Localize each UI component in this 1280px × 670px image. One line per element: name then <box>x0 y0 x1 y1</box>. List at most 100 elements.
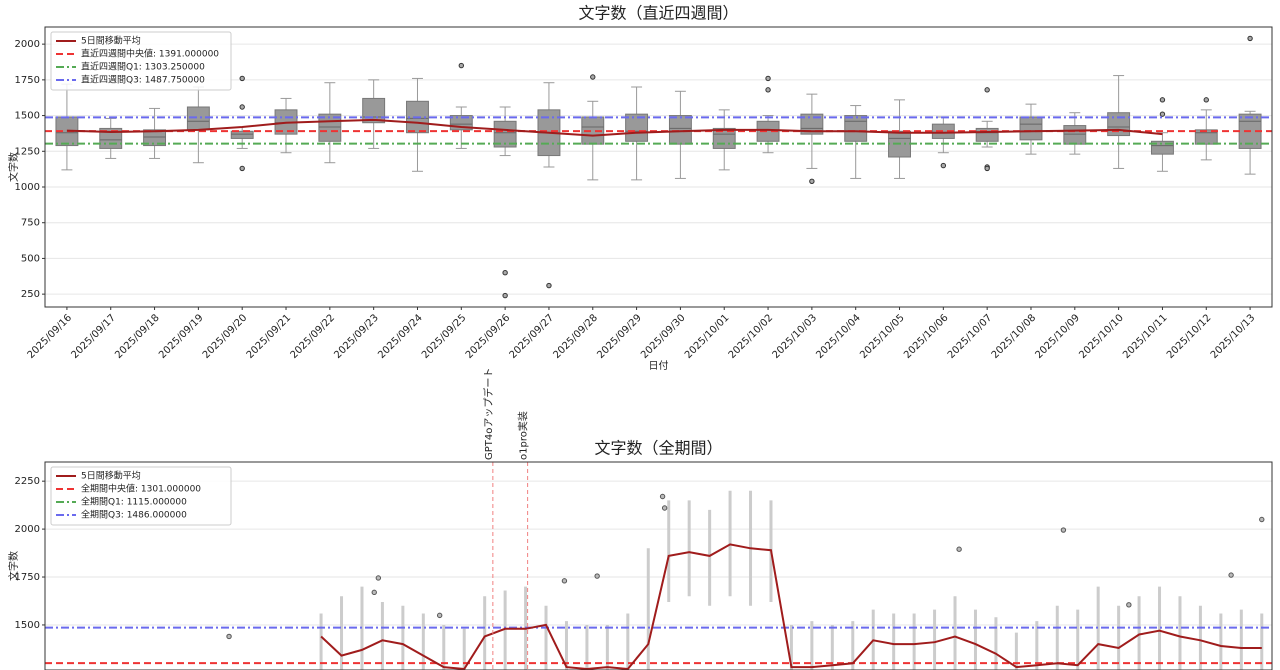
x-tick-label: 2025/09/22 <box>289 312 338 361</box>
flier <box>984 165 990 172</box>
y-tick-label: 2000 <box>15 524 40 535</box>
x-tick-label: 2025/09/29 <box>595 312 644 361</box>
legend-label: 直近四週間中央値: 1391.000000 <box>81 48 219 60</box>
flier <box>984 87 990 93</box>
x-tick-label: 2025/09/28 <box>551 312 600 361</box>
chart-title: 文字数（直近四週間） <box>578 4 738 23</box>
x-tick-label: 2025/10/02 <box>727 312 776 361</box>
series-line <box>66 118 1163 137</box>
y-tick-label: 1750 <box>15 75 40 86</box>
legend-box <box>50 31 232 91</box>
outlier <box>661 505 668 511</box>
x-tick-label: 2025/09/18 <box>113 312 162 361</box>
y-tick-label: 1750 <box>15 572 40 583</box>
x-tick-label: 2025/10/12 <box>1165 312 1214 361</box>
plot-area <box>45 480 1272 670</box>
y-tick-label: 1500 <box>15 111 40 122</box>
y-tick-label: 2250 <box>15 476 40 487</box>
box <box>668 115 692 145</box>
outlier <box>956 546 962 552</box>
flier <box>1159 111 1166 117</box>
outlier <box>1060 527 1067 533</box>
x-tick-label: 2025/10/10 <box>1077 312 1126 361</box>
outlier <box>371 589 377 596</box>
flier <box>590 74 596 80</box>
box <box>931 123 955 139</box>
annotation-label: GPT4oアップデート <box>482 368 495 460</box>
x-tick-label: 2025/10/11 <box>1121 312 1170 361</box>
y-tick-label: 750 <box>21 218 40 229</box>
outlier <box>1259 516 1265 523</box>
legend-box <box>50 466 232 526</box>
legend-label: 5日間移動平均 <box>81 470 141 482</box>
x-tick-label: 2025/10/09 <box>1034 312 1083 361</box>
x-tick-label: 2025/09/17 <box>69 312 118 361</box>
flier <box>239 165 245 172</box>
annotation-label: o1pro実装 <box>517 411 530 460</box>
box <box>143 129 167 147</box>
x-tick-label: 2025/10/05 <box>858 312 907 361</box>
x-tick-label: 2025/10/08 <box>990 312 1039 361</box>
flier <box>940 162 947 169</box>
x-tick-label: 2025/09/24 <box>376 312 425 361</box>
box <box>756 120 780 142</box>
x-tick-label: 2025/09/19 <box>157 312 206 361</box>
x-tick-label: 2025/09/26 <box>464 312 513 361</box>
legend-label: 全期間中央値: 1301.000000 <box>81 483 201 495</box>
plot-frame <box>44 26 1273 308</box>
box <box>1194 129 1218 145</box>
legend-label: 全期間Q1: 1115.000000 <box>81 496 187 508</box>
chart-title: 文字数（全期間） <box>594 439 722 458</box>
x-tick-label: 2025/09/25 <box>420 312 469 361</box>
box <box>800 113 824 135</box>
outlier <box>1126 602 1132 608</box>
legend-label: 直近四週間Q3: 1487.750000 <box>81 74 205 86</box>
y-tick-label: 250 <box>21 289 40 300</box>
x-tick-label: 2025/10/06 <box>902 312 951 361</box>
y-tick-label: 2000 <box>15 39 40 50</box>
outlier <box>594 573 600 579</box>
outlier <box>226 633 232 640</box>
chart: 文字数（全期間） 文字数 1500 1750 2000 2250 GPT4oアップデート o1… <box>7 368 1273 670</box>
flier <box>1203 97 1209 103</box>
outlier <box>436 612 443 619</box>
x-axis-label: 日付 <box>649 359 669 372</box>
flier <box>502 270 508 276</box>
x-tick-label: 2025/09/20 <box>201 312 250 361</box>
x-tick-label: 2025/09/27 <box>508 312 557 361</box>
y-tick-label: 500 <box>21 253 40 264</box>
x-tick-label: 2025/10/13 <box>1209 312 1258 361</box>
flier <box>765 75 771 82</box>
plot-frame <box>44 461 1273 670</box>
outlier <box>659 493 666 500</box>
y-tick-label: 1500 <box>15 620 40 631</box>
legend-label: 直近四週間Q1: 1303.250000 <box>81 61 205 73</box>
x-tick-label: 2025/10/04 <box>814 312 863 361</box>
x-tick-label: 2025/09/21 <box>245 312 294 361</box>
y-tick-label: 1250 <box>15 146 40 157</box>
box <box>625 113 649 142</box>
flier <box>809 178 815 184</box>
series-line <box>320 543 1262 670</box>
outlier <box>561 578 568 584</box>
flier <box>239 104 245 110</box>
x-tick-label: 2025/09/16 <box>26 312 75 361</box>
flier <box>502 292 508 299</box>
plot-area <box>45 35 1272 299</box>
x-tick-label: 2025/10/01 <box>683 312 732 361</box>
box <box>186 106 210 131</box>
flier <box>458 62 465 69</box>
box <box>493 120 517 148</box>
flier <box>765 87 771 93</box>
x-tick-label: 2025/10/03 <box>771 312 820 361</box>
y-axis-label: 文字数 <box>7 152 20 182</box>
y-tick-label: 1000 <box>15 182 40 193</box>
x-tick-label: 2025/09/23 <box>332 312 381 361</box>
y-axis-label: 文字数 <box>7 551 20 581</box>
x-tick-label: 2025/10/07 <box>946 312 995 361</box>
x-tick-label: 2025/09/30 <box>639 312 688 361</box>
